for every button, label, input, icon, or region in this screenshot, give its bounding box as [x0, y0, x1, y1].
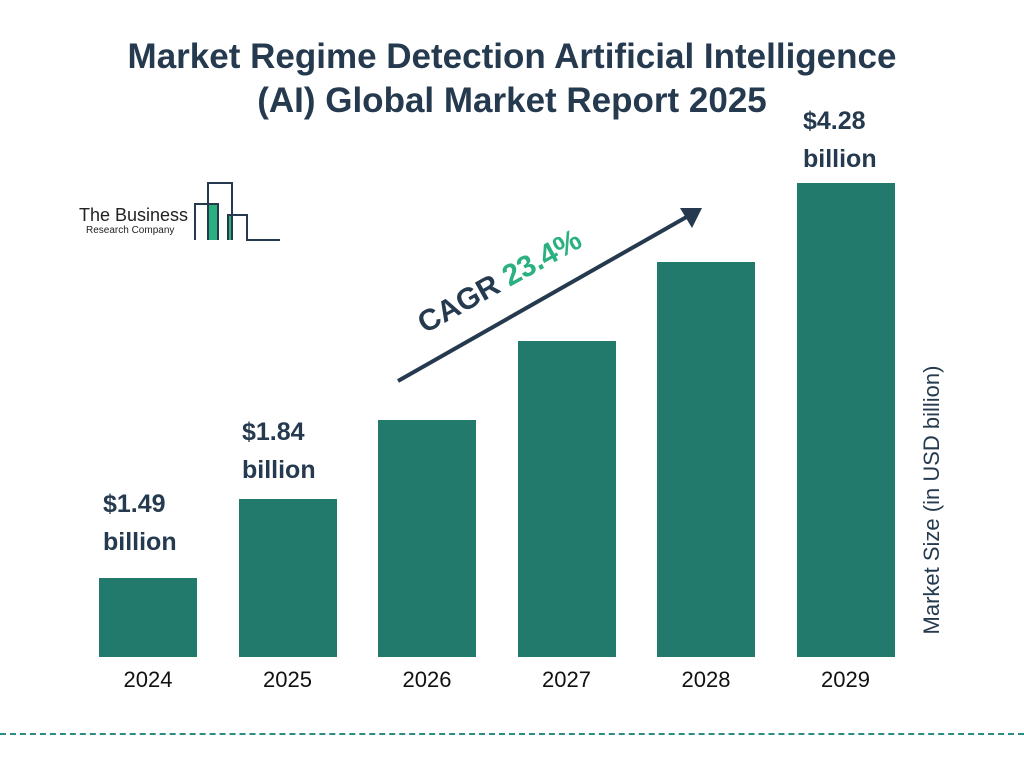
bar-2025 [238, 499, 337, 657]
logo-text-line-2: Research Company [86, 225, 175, 236]
data-label-unit: billion [242, 456, 316, 484]
logo-buildings-icon [194, 182, 280, 241]
data-label-amount: $1.84 [242, 418, 305, 446]
x-tick-label-2028: 2028 [681, 667, 731, 692]
bar-2029 [796, 183, 895, 657]
chart-title-line-1: Market Regime Detection Artificial Intel… [127, 37, 897, 76]
data-label-amount: $1.49 [103, 490, 166, 518]
data-label-2029: $4.28 billion [803, 102, 877, 178]
data-label-amount: $4.28 [803, 107, 866, 135]
divider-dashed-line [0, 733, 1024, 735]
data-label-unit: billion [103, 528, 177, 556]
x-tick-label-2025: 2025 [263, 667, 312, 692]
data-label-2024: $1.49 billion [103, 485, 177, 561]
x-tick-label-2027: 2027 [542, 667, 591, 692]
x-tick-label-2026: 2026 [402, 667, 452, 692]
bar-2024 [99, 578, 197, 657]
bar-2026 [378, 420, 476, 657]
data-label-unit: billion [803, 145, 877, 173]
bar-2027 [517, 341, 616, 657]
data-label-2025: $1.84 billion [242, 413, 316, 489]
bar-2028 [657, 262, 755, 657]
logo-text-line-1: The Business [79, 205, 189, 225]
x-tick-label-2024: 2024 [123, 667, 173, 692]
x-tick-label-2029: 2029 [821, 667, 870, 692]
y-axis-label: Market Size (in USD billion) [919, 365, 944, 635]
chart-title-line-2: (AI) Global Market Report 2025 [257, 81, 767, 120]
